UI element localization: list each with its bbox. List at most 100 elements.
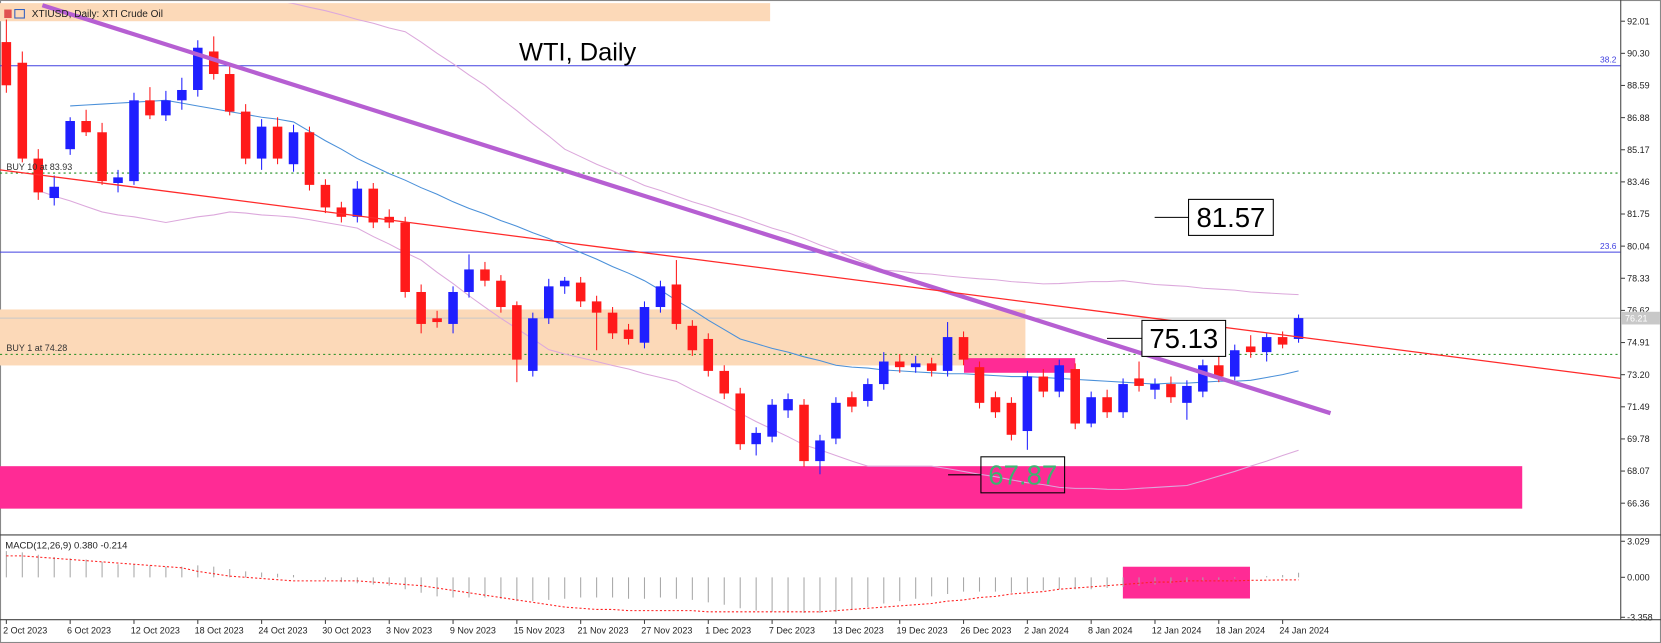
candle-body (1261, 337, 1272, 353)
x-tick-label: 3 Nov 2023 (386, 625, 432, 635)
callout-label: 81.57 (1196, 202, 1265, 233)
y-tick-label: 90.30 (1627, 49, 1650, 59)
candle-body (894, 361, 905, 368)
candle-body (432, 318, 442, 323)
y-tick-label: 71.49 (1627, 402, 1650, 412)
candle-body (240, 111, 251, 159)
candle-body (1086, 397, 1096, 424)
candle-body (942, 337, 953, 371)
trendline (41, 3, 1332, 416)
macd-tick-label: -3.358 (1627, 612, 1653, 622)
zone (0, 466, 1523, 509)
candle-body (1054, 365, 1065, 392)
candle-body (831, 402, 841, 439)
candle-body (17, 62, 28, 159)
candle-body (863, 384, 873, 401)
candle-body (1198, 365, 1208, 392)
y-tick-label: 83.46 (1627, 177, 1650, 187)
candle-body (145, 100, 155, 116)
candle-body (1038, 376, 1049, 392)
candle-body (1006, 402, 1017, 435)
candle-body (910, 363, 921, 368)
chart-title: WTI, Daily (519, 38, 636, 66)
candle-body (288, 132, 299, 165)
candle-body (847, 397, 857, 407)
candle-body (974, 367, 985, 403)
candle-body (65, 120, 75, 150)
candle-body (1229, 350, 1240, 377)
callout-label: 75.13 (1149, 323, 1218, 354)
candle-body (767, 404, 777, 437)
candle-body (129, 100, 139, 182)
candle-body (400, 222, 410, 292)
y-tick-label: 69.78 (1627, 434, 1650, 444)
candle-body (480, 269, 490, 281)
x-tick-label: 7 Dec 2023 (769, 625, 815, 635)
x-tick-label: 27 Nov 2023 (641, 625, 692, 635)
x-tick-label: 8 Jan 2024 (1088, 625, 1133, 635)
x-tick-label: 2 Jan 2024 (1024, 625, 1069, 635)
price-panel (0, 3, 1621, 509)
last-price-tag (1621, 311, 1660, 325)
candle-body (926, 363, 937, 371)
candle-body (1, 42, 12, 86)
candle-body (1134, 378, 1144, 386)
x-tick-label: 2 Oct 2023 (3, 625, 47, 635)
candle-body (304, 132, 315, 185)
y-tick-label: 73.20 (1627, 370, 1650, 380)
x-tick-label: 21 Nov 2023 (577, 625, 628, 635)
y-tick-label: 68.07 (1627, 466, 1650, 476)
candle-body (448, 291, 458, 324)
candle-body (256, 126, 267, 159)
candle-body (496, 280, 506, 308)
candle-body (1245, 346, 1256, 353)
candle-body (320, 184, 331, 208)
header-icon (4, 9, 12, 19)
candle-body (161, 100, 171, 116)
candle-body (815, 440, 825, 462)
candle-body (81, 120, 91, 133)
macd-tick-label: 3.029 (1627, 536, 1650, 546)
zone (963, 358, 1076, 373)
candle-body (1070, 369, 1080, 424)
callout-box (980, 456, 1066, 494)
candle-body (623, 329, 634, 339)
header: XTIUSD, Daily: XTI Crude Oil (32, 9, 163, 20)
candle-body (224, 74, 235, 112)
candle-body (352, 188, 363, 217)
candle-body (559, 280, 570, 287)
candle-body (113, 177, 123, 184)
callout-label: 67.87 (988, 459, 1057, 490)
candle-body (193, 47, 203, 90)
candle-body (687, 325, 698, 351)
x-tick-label: 12 Jan 2024 (1152, 625, 1202, 635)
candle-body (655, 286, 666, 308)
candle-body (528, 318, 538, 371)
candle-body (368, 188, 379, 223)
candle-body (177, 89, 187, 101)
candle-body (575, 282, 586, 302)
candle-body (1293, 318, 1304, 339)
x-tick-label: 9 Nov 2023 (450, 625, 496, 635)
candle-body (1277, 337, 1288, 345)
y-tick-label: 85.17 (1627, 145, 1650, 155)
band-lower (38, 190, 1299, 491)
candle-body (97, 132, 107, 182)
macd-zone (1122, 566, 1250, 599)
x-tick-label: 1 Dec 2023 (705, 625, 751, 635)
candle-body (1166, 384, 1176, 398)
candle-body (1118, 384, 1128, 413)
macd-tick-label: 0.000 (1627, 573, 1650, 583)
x-tick-label: 6 Oct 2023 (67, 625, 111, 635)
x-tick-label: 13 Dec 2023 (833, 625, 884, 635)
candle-body (879, 361, 889, 385)
candle-body (543, 286, 554, 319)
candle-body (464, 269, 474, 292)
candle-body (272, 126, 283, 159)
candle-body (1182, 385, 1192, 403)
order-label: BUY 10 at 83.93 (6, 162, 72, 172)
last-price-label: 76.21 (1625, 313, 1648, 323)
candle-body (783, 399, 793, 411)
x-tick-label: 24 Oct 2023 (258, 625, 307, 635)
